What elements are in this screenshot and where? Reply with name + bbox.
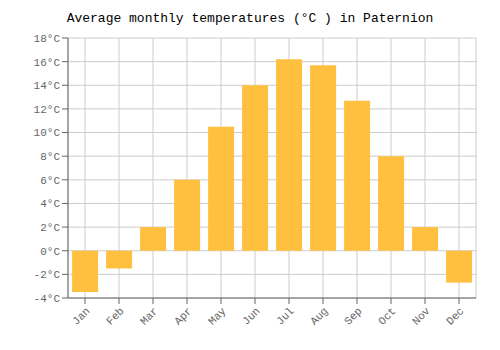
svg-text:14°C: 14°C [34, 80, 61, 92]
svg-text:Jun: Jun [240, 305, 262, 327]
svg-text:-2°C: -2°C [34, 269, 61, 281]
svg-text:Aug: Aug [308, 305, 330, 327]
svg-text:Jan: Jan [70, 305, 92, 327]
svg-text:Feb: Feb [104, 305, 126, 327]
svg-text:0°C: 0°C [40, 246, 60, 258]
svg-text:Oct: Oct [376, 305, 398, 327]
svg-text:Apr: Apr [172, 305, 194, 327]
svg-text:May: May [206, 305, 229, 328]
svg-text:2°C: 2°C [40, 222, 60, 234]
svg-text:Jul: Jul [274, 305, 296, 327]
svg-text:12°C: 12°C [34, 104, 61, 116]
svg-text:Dec: Dec [444, 305, 466, 327]
svg-text:-4°C: -4°C [34, 293, 61, 305]
svg-text:16°C: 16°C [34, 57, 61, 69]
svg-text:Nov: Nov [410, 305, 433, 328]
svg-text:4°C: 4°C [40, 198, 60, 210]
svg-text:8°C: 8°C [40, 151, 60, 163]
svg-text:18°C: 18°C [34, 33, 61, 45]
svg-text:6°C: 6°C [40, 175, 60, 187]
svg-text:10°C: 10°C [34, 127, 61, 139]
svg-text:Mar: Mar [138, 305, 160, 327]
html-text:Average monthly temperatures (: Average monthly temperatures (°C ) in Pa… [66, 11, 434, 26]
svg-text:Sep: Sep [342, 305, 364, 327]
